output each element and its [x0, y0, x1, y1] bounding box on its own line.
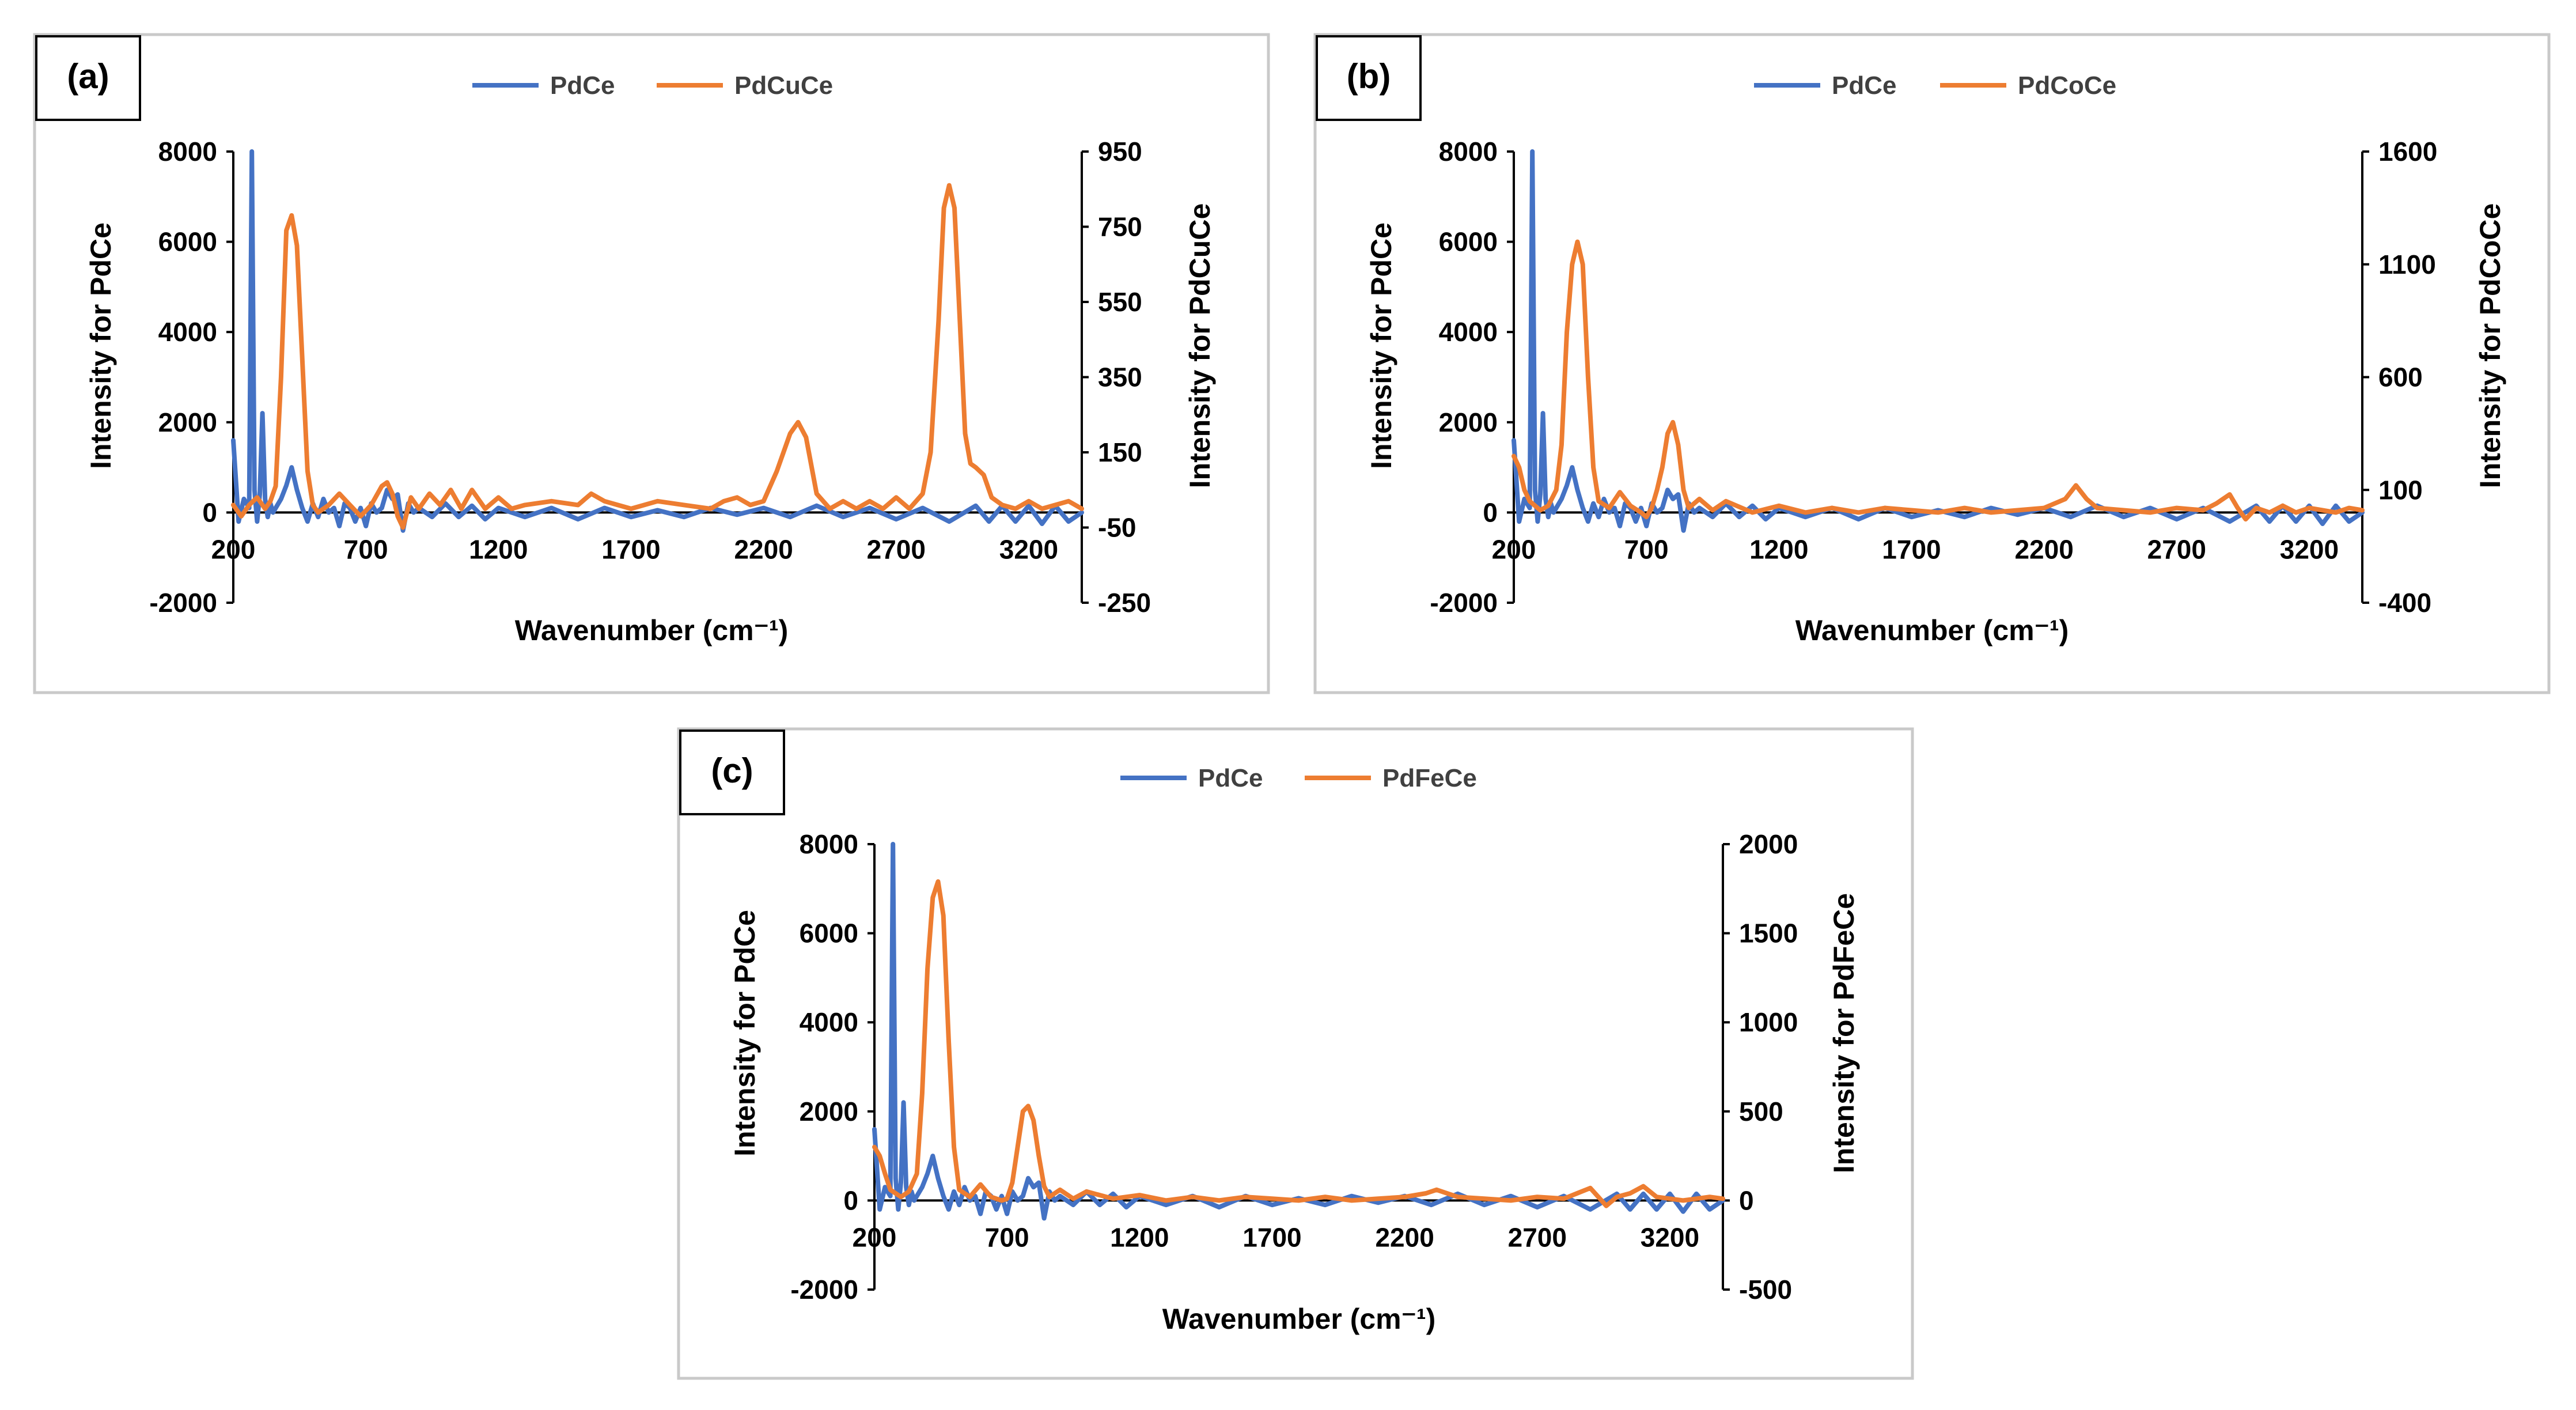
panel-c-legend: PdCe PdFeCe: [1120, 764, 1477, 792]
panel-c-plot-y-left-tick-label: 0: [843, 1185, 858, 1215]
panel-b-label-box: [1316, 35, 1422, 121]
panel-c-plot-series-pdfece: [872, 879, 1725, 1208]
panel-a-plot-y-right-tick-label: 150: [1098, 437, 1142, 467]
panel-a-y-right-title: Intensity for PdCuCe: [1184, 203, 1216, 488]
panel-b-plot-y-right-tick-label: 100: [2378, 475, 2423, 505]
panel-a-plot-y-left-tick-label: 0: [202, 497, 217, 527]
panel-c-plot-y-right-tick-label: -500: [1739, 1275, 1792, 1305]
panel-c-plot-y-left-tick-label: 6000: [800, 918, 858, 948]
panel-a-plot: 8000 6000 4000 2000 0 -2000 950 750 550 350 150 -50…: [149, 137, 1151, 618]
panel-a-plot-y-right-tick-label: 550: [1098, 287, 1142, 317]
panel-b-plot-y-left-tick-label: 4000: [1439, 317, 1498, 347]
panel-a-label: (a): [67, 57, 109, 96]
panel-b-frame: [1313, 33, 2551, 694]
panel-b-y-right-title: Intensity for PdCoCe: [2474, 203, 2506, 488]
panel-b-plot-x-tick-label: 1700: [1882, 534, 1941, 564]
panel-c-plot-y-left-tick-label: -2000: [790, 1275, 858, 1305]
panel-a-plot-x-tick-label: 1700: [601, 534, 660, 564]
panel-c-plot-y-right-tick-label: 2000: [1739, 829, 1798, 859]
panel-a-x-title: Wavenumber (cm⁻¹): [515, 614, 789, 647]
panel-b: (b) PdCe PdCoCe Intensity for PdCe Inten…: [1313, 33, 2551, 694]
panel-c-frame: [677, 727, 1914, 1380]
panel-c-y-right-title: Intensity for PdFeCe: [1828, 893, 1860, 1173]
panel-b-legend-label-pdcoce: PdCoCe: [2018, 71, 2116, 100]
panel-c-plot-series-pdce: [872, 842, 1725, 1221]
panel-a-plot-series-pdcuce: [231, 183, 1084, 530]
panel-c-plot-x-tick-label: 3200: [1641, 1222, 1699, 1252]
panel-a-plot-series-pdce: [231, 149, 1084, 533]
panel-c-plot-x-tick-label: 1700: [1242, 1222, 1301, 1252]
panel-c-plot-y-left-tick-label: 2000: [800, 1097, 858, 1127]
panel-c-plot-x-tick-label: 700: [985, 1222, 1029, 1252]
panel-a-legend: PdCe PdCuCe: [472, 71, 833, 100]
panel-c-plot-y-right-tick-label: 500: [1739, 1097, 1783, 1127]
panel-b-plot-y-left-tick-label: 6000: [1439, 227, 1498, 257]
panel-c-plot-x-tick-label: 1200: [1110, 1222, 1169, 1252]
panel-a-plot-x-tick-label: 200: [211, 534, 256, 564]
panel-c-label-box: [679, 729, 785, 815]
panel-a-plot-x-tick-label: 700: [344, 534, 388, 564]
panel-a-y-left-title: Intensity for PdCe: [85, 222, 117, 469]
panel-a-label-box: [35, 35, 141, 121]
panel-c-x-title: Wavenumber (cm⁻¹): [1162, 1303, 1436, 1335]
panel-a-plot-y-left-tick-label: 4000: [158, 317, 217, 347]
panel-c: (c) PdCe PdFeCe Intensity for PdCe Inten…: [677, 727, 1914, 1380]
panel-a-plot-y-left-tick-label: 8000: [158, 137, 217, 167]
panel-a-plot-y-right-tick-label: 750: [1098, 212, 1142, 242]
panel-c-plot-y-right-tick-label: 1500: [1739, 918, 1798, 948]
panel-a-plot-x-tick-label: 2200: [734, 534, 793, 564]
panel-a-plot-y-left-tick-label: 6000: [158, 227, 217, 257]
panel-a-plot-y-left-tick-label: 2000: [158, 407, 217, 437]
panel-b-legend: PdCe PdCoCe: [1754, 71, 2116, 100]
panel-b-plot-y-right-tick-label: 1100: [2378, 250, 2436, 279]
panel-b-legend-label-pdce: PdCe: [1832, 71, 1896, 100]
panel-b-x-title: Wavenumber (cm⁻¹): [1795, 614, 2069, 647]
panel-c-plot-y-right-tick-label: 0: [1739, 1185, 1754, 1215]
panel-b-plot-y-left-tick-label: -2000: [1430, 588, 1498, 618]
panel-b-plot-y-right-tick-label: 600: [2378, 362, 2423, 392]
panel-c-legend-label-pdce: PdCe: [1198, 764, 1263, 792]
panel-c-plot-y-left-tick-label: 8000: [800, 829, 858, 859]
panel-a-frame: [33, 33, 1270, 694]
panel-b-plot-y-right-tick-label: -400: [2378, 588, 2431, 618]
panel-c-legend-label-pdfece: PdFeCe: [1382, 764, 1477, 792]
panel-c-plot: 8000 6000 4000 2000 0 -2000 2000 1500 1000 500 0 -5…: [790, 829, 1798, 1305]
panel-c-y-left-title: Intensity for PdCe: [729, 910, 761, 1156]
panel-b-plot-x-tick-label: 700: [1624, 534, 1669, 564]
panel-b-plot-x-tick-label: 2200: [2014, 534, 2073, 564]
panel-b-plot-x-tick-label: 3200: [2280, 534, 2339, 564]
panel-b-plot-y-right-tick-label: 1600: [2378, 137, 2437, 167]
panel-a-plot-y-right-tick-label: 950: [1098, 137, 1142, 167]
panel-a-plot-y-right-tick-label: 350: [1098, 362, 1142, 392]
panel-b-plot: 8000 6000 4000 2000 0 -2000 1600 1100 600 100 -400…: [1430, 137, 2437, 618]
panel-b-y-left-title: Intensity for PdCe: [1365, 222, 1397, 469]
panel-b-plot-y-left-tick-label: 0: [1483, 497, 1498, 527]
panel-c-plot-x-tick-label: 200: [853, 1222, 897, 1252]
panel-a-plot-y-left-tick-label: -2000: [149, 588, 217, 618]
panel-b-plot-y-left-tick-label: 8000: [1439, 137, 1498, 167]
panel-b-plot-series-pdce: [1511, 149, 2365, 533]
panel-c-label: (c): [711, 751, 753, 790]
panel-a-plot-x-tick-label: 3200: [999, 534, 1058, 564]
panel-b-plot-x-tick-label: 1200: [1749, 534, 1808, 564]
panel-c-plot-y-right-tick-label: 1000: [1739, 1007, 1798, 1037]
panel-a-legend-label-pdcuce: PdCuCe: [734, 71, 833, 100]
panel-b-plot-x-tick-label: 200: [1492, 534, 1536, 564]
panel-b-plot-series-pdcoce: [1511, 239, 2365, 522]
panel-a-legend-label-pdce: PdCe: [550, 71, 615, 100]
panel-a-plot-x-tick-label: 1200: [469, 534, 528, 564]
panel-b-plot-x-tick-label: 2700: [2147, 534, 2206, 564]
panel-c-plot-y-left-tick-label: 4000: [800, 1007, 858, 1037]
panel-a-plot-y-right-tick-label: -50: [1098, 513, 1136, 543]
panel-a-plot-y-right-tick-label: -250: [1098, 588, 1151, 618]
panel-a-plot-x-tick-label: 2700: [867, 534, 926, 564]
panel-a: (a) PdCe PdCuCe Intensity for PdCe Inten…: [33, 33, 1270, 694]
panel-b-plot-y-left-tick-label: 2000: [1439, 407, 1498, 437]
panel-c-plot-x-tick-label: 2200: [1375, 1222, 1434, 1252]
panel-c-plot-x-tick-label: 2700: [1508, 1222, 1567, 1252]
panel-b-label: (b): [1347, 57, 1391, 96]
